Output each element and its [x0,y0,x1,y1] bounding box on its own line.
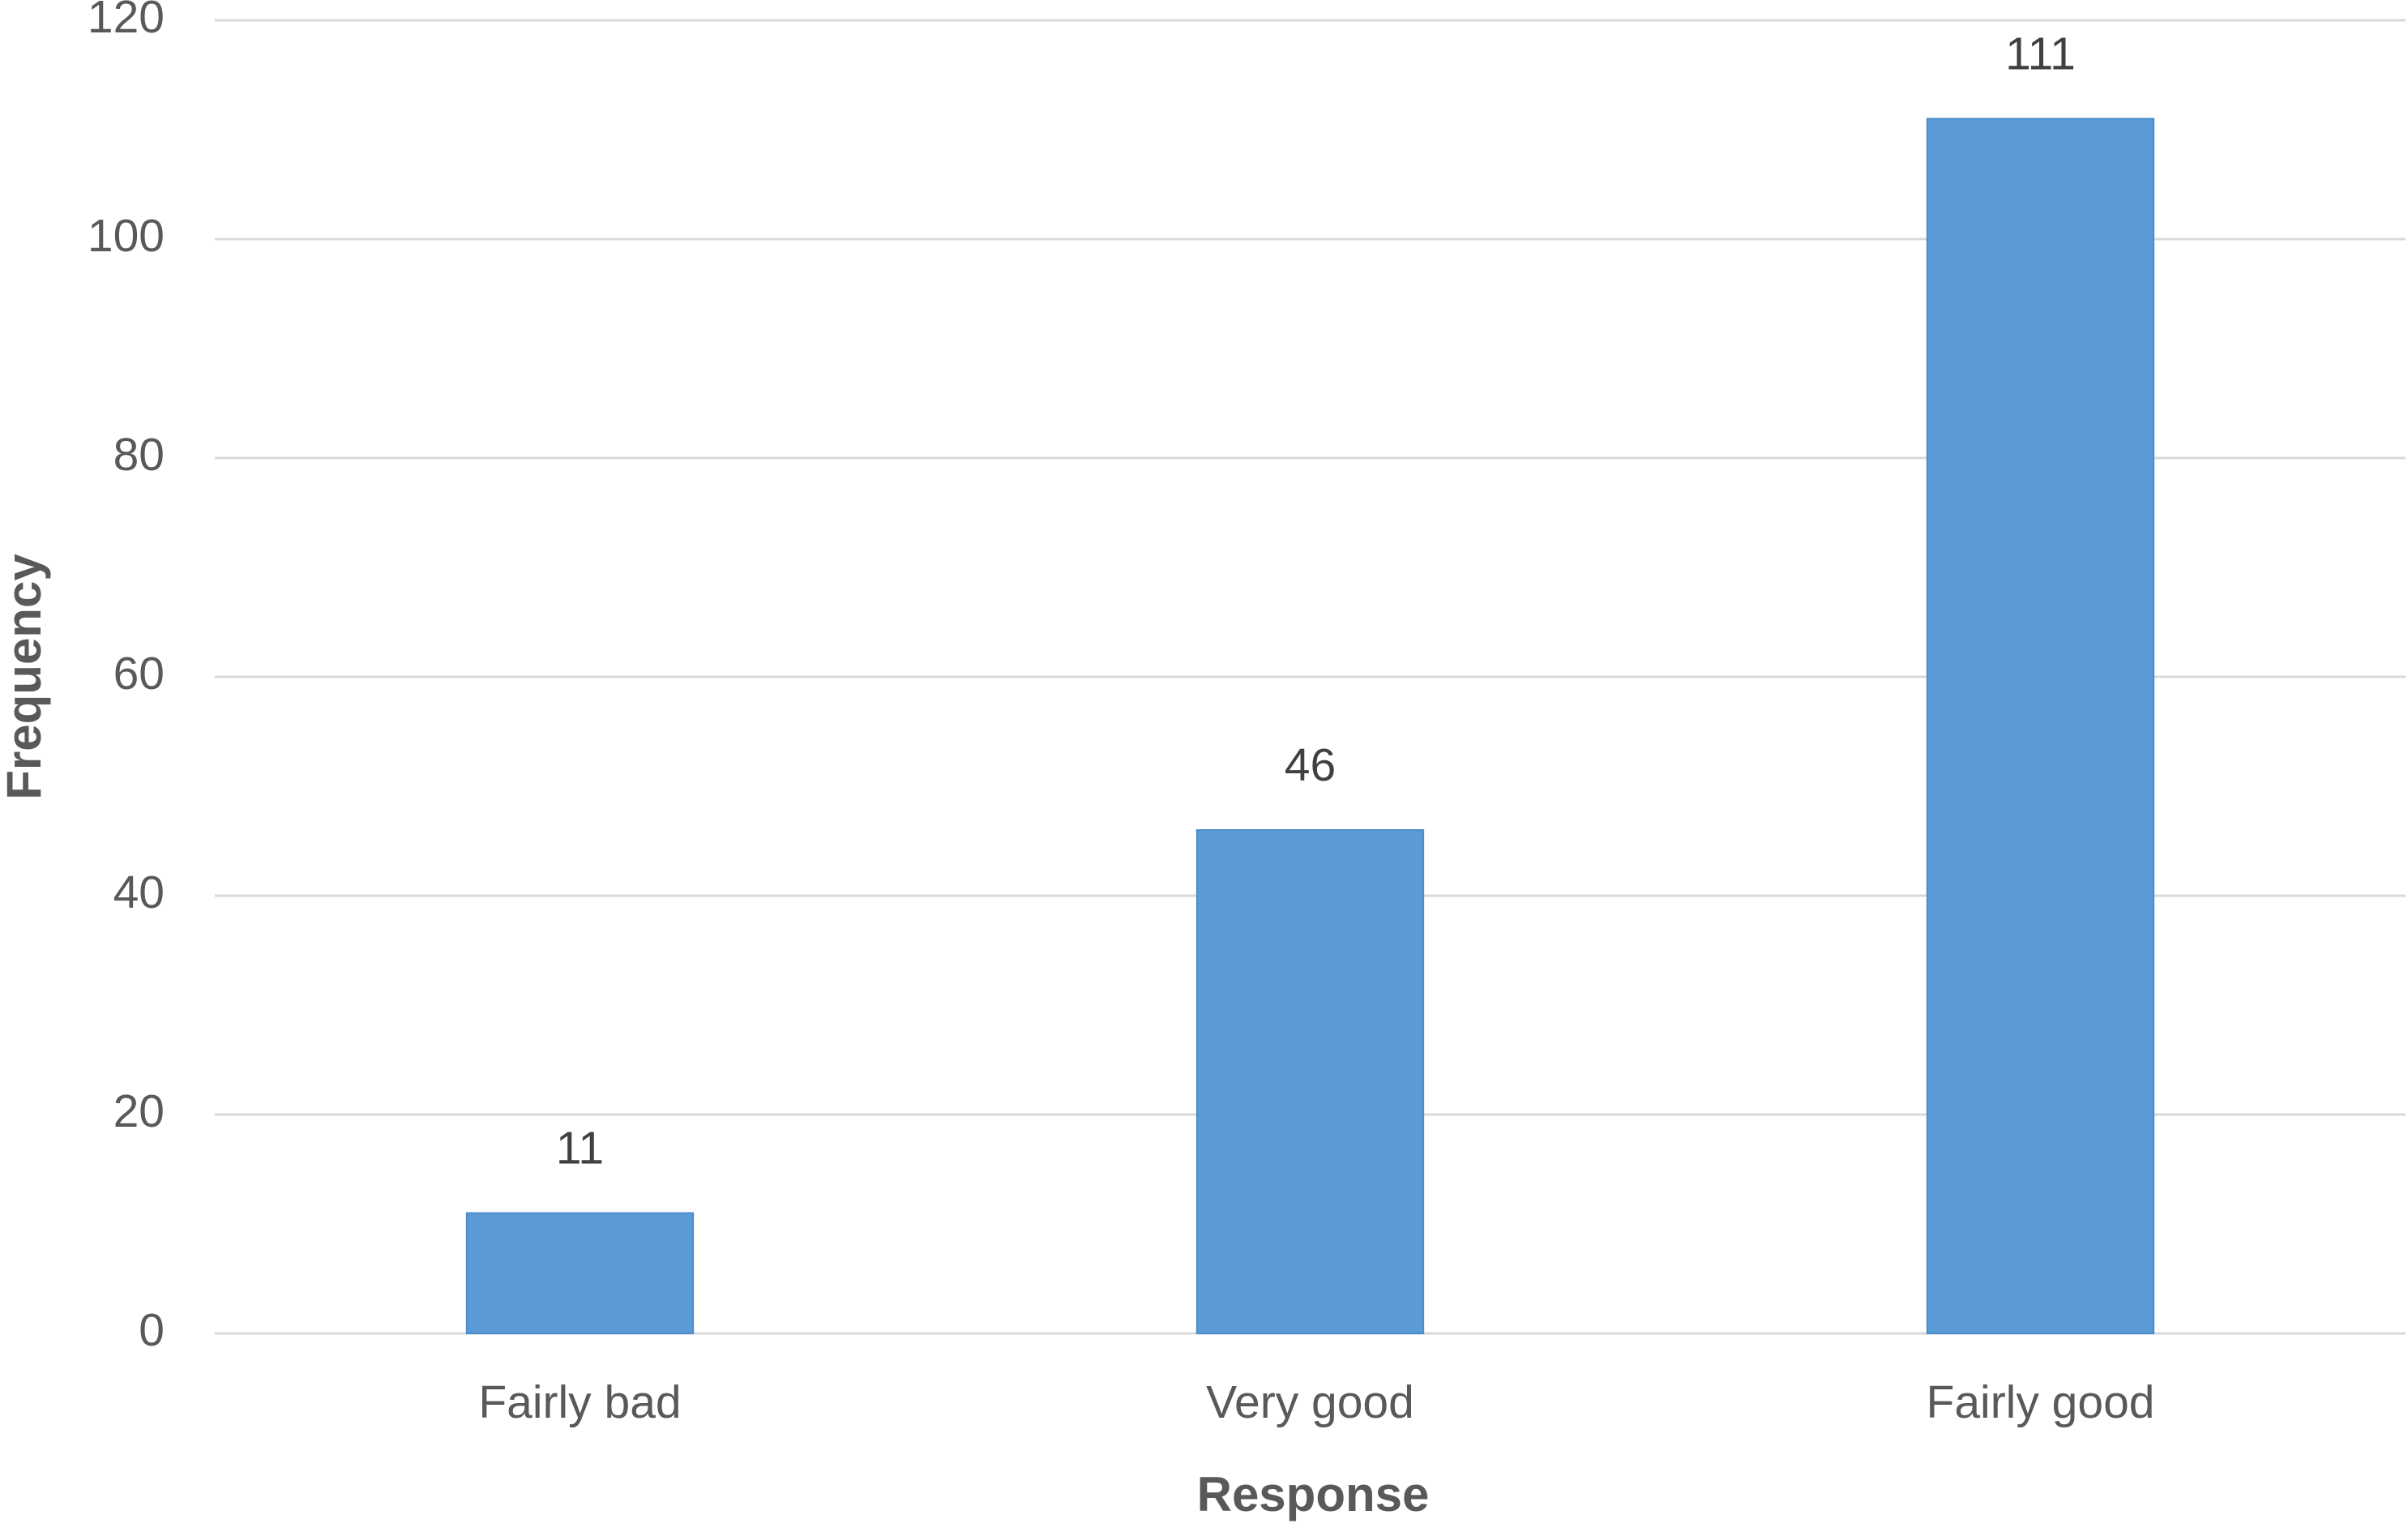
bar [465,1212,695,1334]
data-label: 111 [2005,28,2076,80]
y-tick-label: 0 [139,1304,165,1356]
y-tick-label: 120 [88,0,165,43]
y-tick-label: 60 [113,648,165,700]
x-tick-label: Very good [1206,1376,1414,1428]
bar [1195,829,1425,1334]
x-tick-label: Fairly good [1927,1376,2155,1428]
x-axis-title: Response [1197,1467,1430,1521]
y-tick-label: 40 [113,867,165,918]
data-label: 46 [1285,739,1336,791]
y-tick-label: 20 [113,1085,165,1137]
y-axis-title: Frequency [0,554,51,800]
x-tick-label: Fairly bad [478,1376,681,1428]
y-tick-label: 100 [88,210,165,262]
y-tick-label: 80 [113,429,165,481]
data-label: 11 [556,1123,604,1175]
bar [1926,118,2155,1334]
